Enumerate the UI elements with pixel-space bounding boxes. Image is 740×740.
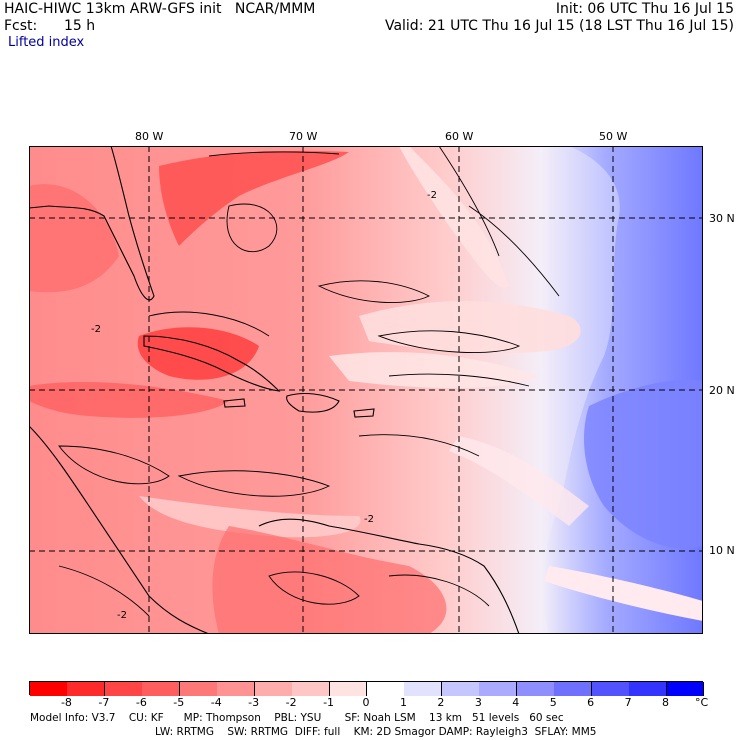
cuba-coast <box>143 335 281 392</box>
unstable-band-north <box>159 150 349 246</box>
colorbar-swatch <box>104 682 143 696</box>
colorbar-tick-label: -2 <box>285 696 297 709</box>
pale-band-1 <box>359 301 581 353</box>
colorbar-tick-label: 7 <box>624 696 632 709</box>
colorbar-swatch <box>516 682 555 696</box>
south-america-coast <box>258 518 520 634</box>
colorbar-unit: °C <box>695 696 709 709</box>
strong-stable-core <box>584 379 703 549</box>
colorbar-tick-label: -3 <box>248 696 260 709</box>
colorbar-tick-label: 4 <box>512 696 520 709</box>
central-america-coast <box>29 425 210 634</box>
colorbar-swatch <box>329 682 368 696</box>
contour-label: -2 <box>117 610 127 621</box>
florida-coast <box>29 146 155 301</box>
pale-band-6 <box>544 566 703 621</box>
colorbar-swatch <box>554 682 593 696</box>
jamaica-coast <box>223 398 246 408</box>
model-info-line1: Model Info: V3.7 CU: KF MP: Thompson PBL… <box>30 712 564 724</box>
puerto-rico-coast <box>353 408 375 418</box>
colorbar-swatch <box>404 682 443 696</box>
colorbar-swatch <box>629 682 668 696</box>
contour-label: -2 <box>427 190 437 201</box>
unstable-region-south <box>212 526 447 634</box>
colorbar-swatch <box>179 682 218 696</box>
colorbar-tick-label: -7 <box>98 696 110 709</box>
map-frame <box>29 146 703 634</box>
colorbar-tick-label: 3 <box>474 696 482 709</box>
colorbar-tick-label: 5 <box>549 696 557 709</box>
forecast-hour: 15 h <box>64 18 96 34</box>
colorbar-tick-label: 0 <box>362 696 370 709</box>
colorbar <box>29 681 705 696</box>
lat-label-30n: 30 N <box>709 212 735 225</box>
lon-label-50w: 50 W <box>599 130 628 143</box>
colorbar-swatch <box>666 682 705 696</box>
colorbar-swatch <box>367 682 405 696</box>
colorbar-swatch <box>591 682 630 696</box>
colorbar-tick-label: -4 <box>210 696 222 709</box>
colorbar-tick-label: -5 <box>173 696 185 709</box>
pale-band-4 <box>449 436 589 526</box>
lat-label-20n: 20 N <box>709 384 735 397</box>
colorbar-swatch <box>30 682 68 696</box>
pale-band-2 <box>329 352 539 388</box>
colorbar-tick-label: -8 <box>60 696 72 709</box>
lon-label-70w: 70 W <box>289 130 318 143</box>
forecast-label: Fcst: <box>4 18 38 34</box>
colorbar-swatch <box>254 682 293 696</box>
coastlines <box>29 146 520 634</box>
contour-label: -2 <box>364 514 374 525</box>
colorbar-swatch <box>217 682 256 696</box>
colorbar-tick-label: -1 <box>323 696 335 709</box>
colorbar-tick-label: -6 <box>135 696 147 709</box>
unstable-band-center <box>137 327 259 380</box>
pale-band-3 <box>399 146 509 288</box>
valid-time: Valid: 21 UTC Thu 16 Jul 15 (18 LST Thu … <box>384 18 734 34</box>
lon-label-80w: 80 W <box>135 130 164 143</box>
contour-lines <box>58 146 560 617</box>
colorbar-tick-label: 6 <box>587 696 595 709</box>
colorbar-tick-label: 1 <box>399 696 407 709</box>
pale-band-5 <box>139 496 361 538</box>
lifted-index-map: -2 -2 -2 -2 <box>29 146 703 634</box>
colorbar-tick-label: 8 <box>662 696 670 709</box>
hispaniola-coast <box>286 392 340 413</box>
colorbar-swatch <box>479 682 518 696</box>
colorbar-swatch <box>67 682 106 696</box>
lat-label-10n: 10 N <box>709 544 735 557</box>
colorbar-swatch <box>441 682 480 696</box>
colorbar-swatch <box>292 682 331 696</box>
graticule <box>29 146 703 634</box>
colorbar-tick-label: 2 <box>437 696 445 709</box>
model-info-line2: LW: RRTMG SW: RRTMG DIFF: full KM: 2D Sm… <box>155 726 597 738</box>
contour-label: -2 <box>91 324 101 335</box>
unstable-region-gulf <box>29 184 119 293</box>
title-text: HAIC-HIWC 13km ARW-GFS init NCAR/MMM <box>4 1 316 17</box>
unstable-region-caribbean <box>29 381 229 418</box>
colorbar-swatch <box>142 682 181 696</box>
lon-label-60w: 60 W <box>445 130 474 143</box>
init-time: Init: 06 UTC Thu 16 Jul 15 <box>555 1 734 17</box>
field-name: Lifted index <box>8 35 85 50</box>
